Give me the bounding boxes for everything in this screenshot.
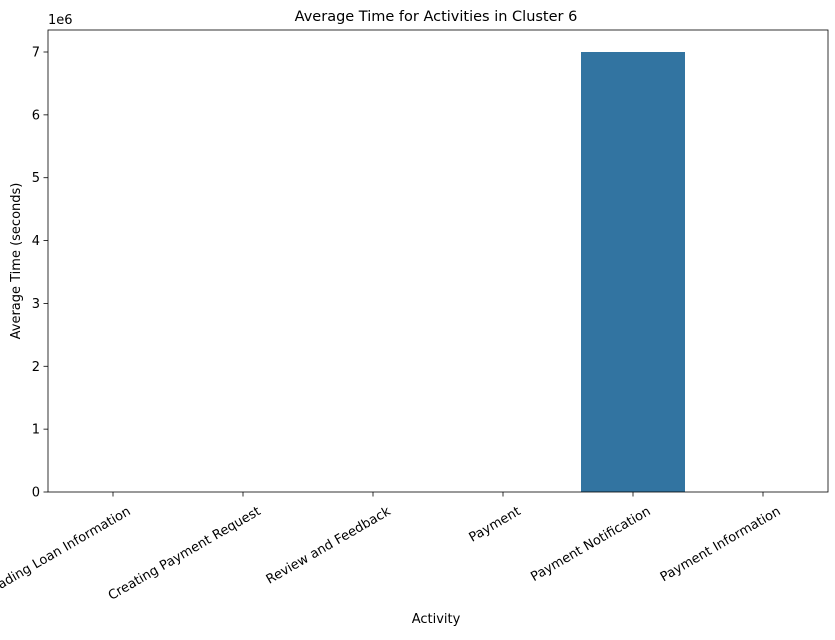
y-axis-label: Average Time (seconds)	[9, 183, 24, 340]
y-tick-label: 4	[32, 234, 40, 249]
y-tick-label: 7	[32, 46, 40, 61]
y-tick-label: 1	[32, 423, 40, 438]
x-tick-label: Payment Notification	[528, 504, 653, 585]
y-tick-label: 3	[32, 297, 40, 312]
x-tick-label: Payment Information	[658, 504, 784, 585]
y-tick-label: 6	[32, 108, 40, 123]
x-tick-label: Payment	[467, 504, 524, 545]
y-tick-label: 5	[32, 171, 40, 186]
plot-area-frame	[47, 29, 829, 493]
y-axis-offset-label: 1e6	[48, 13, 73, 28]
bars-layer	[581, 52, 685, 492]
x-tick-label: Review and Feedback	[264, 504, 394, 588]
x-axis-label: Activity	[412, 612, 461, 627]
chart-title: Average Time for Activities in Cluster 6	[295, 9, 578, 25]
y-tick-label: 0	[32, 486, 40, 501]
bar	[581, 52, 685, 492]
y-tick-label: 2	[32, 360, 40, 375]
y-axis-ticks: 0 1 2 3 4 5 6 7	[32, 46, 48, 501]
